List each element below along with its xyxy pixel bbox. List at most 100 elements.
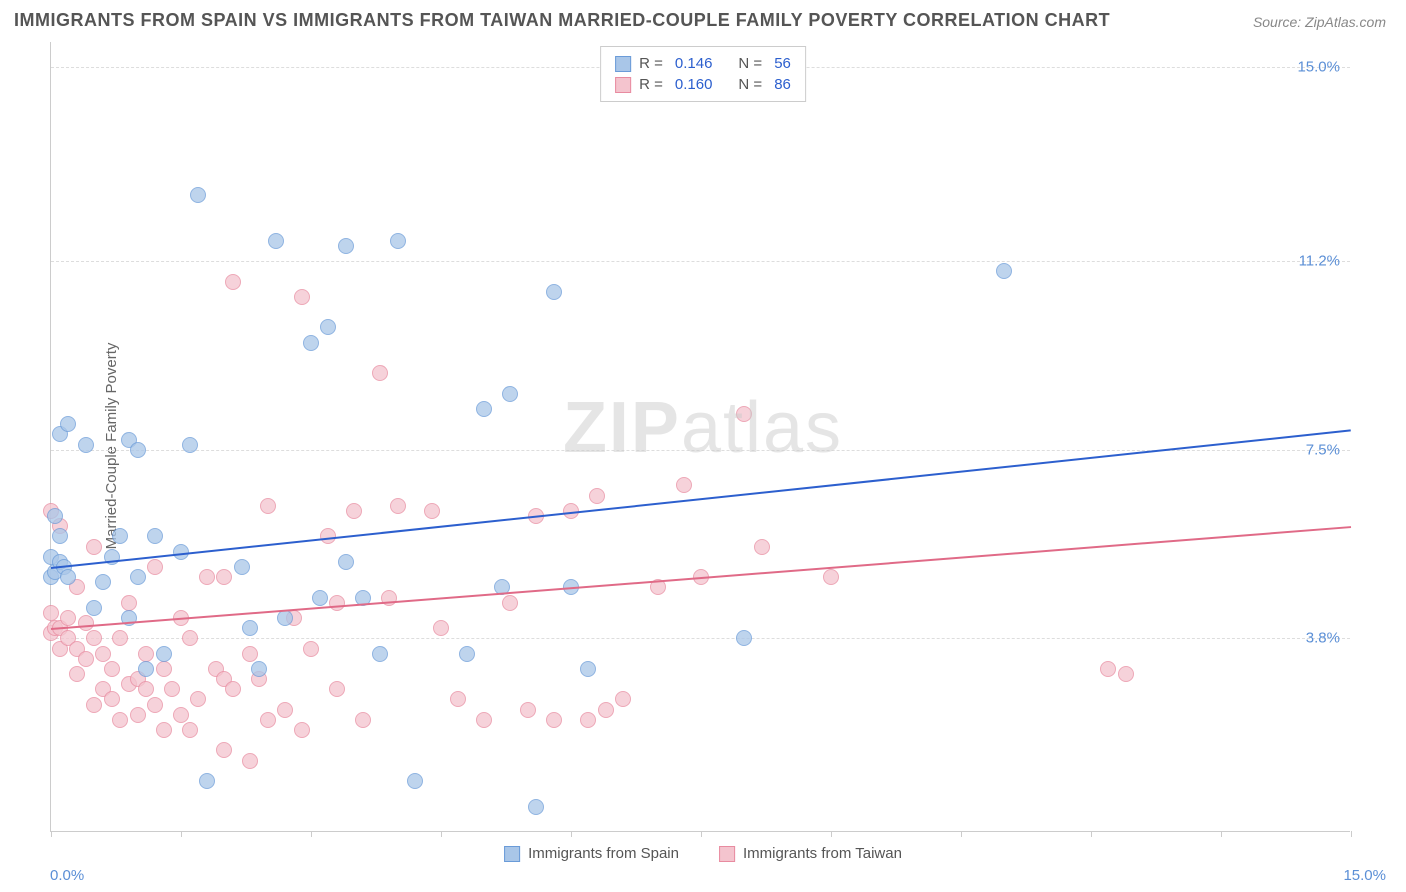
x-axis-max-label: 15.0% <box>1343 867 1386 884</box>
x-tick <box>1221 831 1222 837</box>
correlation-legend: R =0.146N =56R =0.160N =86 <box>600 46 806 102</box>
scatter-point-taiwan <box>372 365 388 381</box>
legend-swatch <box>615 77 631 93</box>
scatter-point-taiwan <box>95 646 111 662</box>
scatter-point-spain <box>130 442 146 458</box>
scatter-point-taiwan <box>225 681 241 697</box>
scatter-point-spain <box>147 528 163 544</box>
x-tick <box>1091 831 1092 837</box>
scatter-point-spain <box>112 528 128 544</box>
scatter-point-spain <box>459 646 475 662</box>
scatter-point-taiwan <box>260 498 276 514</box>
y-tick-label: 7.5% <box>1306 441 1340 458</box>
scatter-point-taiwan <box>173 707 189 723</box>
scatter-point-spain <box>303 335 319 351</box>
legend-n-label: N = <box>738 76 762 93</box>
scatter-point-spain <box>996 263 1012 279</box>
scatter-point-spain <box>407 773 423 789</box>
scatter-point-taiwan <box>1100 661 1116 677</box>
x-tick <box>311 831 312 837</box>
scatter-point-taiwan <box>329 681 345 697</box>
series-legend-item: Immigrants from Taiwan <box>719 845 902 862</box>
scatter-point-spain <box>138 661 154 677</box>
scatter-point-taiwan <box>69 666 85 682</box>
x-tick <box>831 831 832 837</box>
scatter-point-taiwan <box>589 488 605 504</box>
legend-r-value: 0.146 <box>675 55 713 72</box>
scatter-point-spain <box>580 661 596 677</box>
scatter-point-taiwan <box>216 742 232 758</box>
scatter-point-taiwan <box>736 406 752 422</box>
scatter-point-taiwan <box>182 722 198 738</box>
scatter-point-taiwan <box>78 651 94 667</box>
scatter-point-taiwan <box>390 498 406 514</box>
scatter-point-spain <box>47 508 63 524</box>
trend-line-taiwan <box>51 526 1351 630</box>
scatter-point-taiwan <box>260 712 276 728</box>
scatter-point-spain <box>277 610 293 626</box>
gridline <box>51 261 1350 262</box>
scatter-point-taiwan <box>86 697 102 713</box>
legend-n-value: 86 <box>774 76 791 93</box>
scatter-point-taiwan <box>433 620 449 636</box>
legend-n-label: N = <box>738 55 762 72</box>
legend-swatch <box>504 846 520 862</box>
scatter-point-spain <box>52 528 68 544</box>
scatter-point-taiwan <box>86 539 102 555</box>
x-tick <box>441 831 442 837</box>
scatter-point-spain <box>60 416 76 432</box>
scatter-point-taiwan <box>598 702 614 718</box>
scatter-point-spain <box>320 319 336 335</box>
x-tick <box>1351 831 1352 837</box>
scatter-point-spain <box>736 630 752 646</box>
scatter-point-spain <box>130 569 146 585</box>
series-legend-label: Immigrants from Spain <box>528 845 679 862</box>
scatter-point-spain <box>390 233 406 249</box>
scatter-point-taiwan <box>112 630 128 646</box>
scatter-point-taiwan <box>346 503 362 519</box>
scatter-point-taiwan <box>424 503 440 519</box>
scatter-point-taiwan <box>277 702 293 718</box>
scatter-point-taiwan <box>199 569 215 585</box>
scatter-point-spain <box>60 569 76 585</box>
scatter-point-taiwan <box>580 712 596 728</box>
scatter-point-taiwan <box>502 595 518 611</box>
scatter-point-taiwan <box>156 722 172 738</box>
scatter-point-taiwan <box>242 646 258 662</box>
scatter-point-taiwan <box>130 707 146 723</box>
scatter-point-taiwan <box>1118 666 1134 682</box>
scatter-point-taiwan <box>147 559 163 575</box>
scatter-point-spain <box>338 238 354 254</box>
scatter-point-taiwan <box>121 595 137 611</box>
gridline <box>51 638 1350 639</box>
scatter-point-taiwan <box>104 661 120 677</box>
scatter-point-taiwan <box>156 661 172 677</box>
scatter-point-taiwan <box>164 681 180 697</box>
scatter-point-spain <box>190 187 206 203</box>
x-tick <box>571 831 572 837</box>
x-axis-min-label: 0.0% <box>50 867 84 884</box>
series-legend: Immigrants from Spain Immigrants from Tai… <box>504 845 902 862</box>
scatter-point-taiwan <box>520 702 536 718</box>
legend-swatch <box>615 56 631 72</box>
x-tick <box>181 831 182 837</box>
correlation-legend-row: R =0.146N =56 <box>615 53 791 74</box>
scatter-point-taiwan <box>242 753 258 769</box>
scatter-point-taiwan <box>294 722 310 738</box>
scatter-point-spain <box>528 799 544 815</box>
scatter-point-taiwan <box>676 477 692 493</box>
scatter-point-taiwan <box>615 691 631 707</box>
y-tick-label: 3.8% <box>1306 630 1340 647</box>
scatter-point-taiwan <box>303 641 319 657</box>
scatter-point-taiwan <box>190 691 206 707</box>
scatter-point-spain <box>182 437 198 453</box>
scatter-point-taiwan <box>138 681 154 697</box>
scatter-point-taiwan <box>216 569 232 585</box>
scatter-point-taiwan <box>225 274 241 290</box>
scatter-point-taiwan <box>476 712 492 728</box>
scatter-point-taiwan <box>43 605 59 621</box>
scatter-point-spain <box>78 437 94 453</box>
scatter-point-spain <box>234 559 250 575</box>
plot-area: 15.0%11.2%7.5%3.8% <box>50 42 1350 832</box>
scatter-point-spain <box>546 284 562 300</box>
